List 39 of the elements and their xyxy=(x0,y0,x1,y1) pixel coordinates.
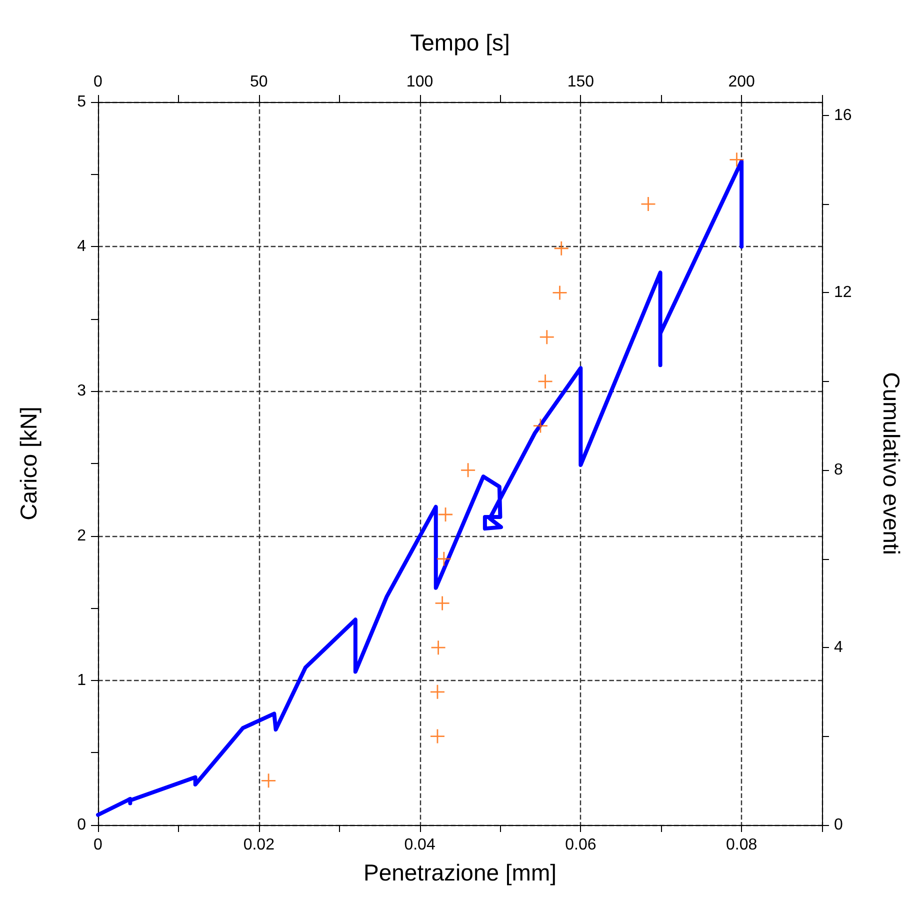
y2-axis-title: Cumulativo eventi xyxy=(878,372,904,555)
point xyxy=(430,684,444,699)
point xyxy=(435,596,450,610)
y-tick-label: 4 xyxy=(77,238,86,256)
y-tick-label: 5 xyxy=(77,94,86,110)
x-tick-label: 0.06 xyxy=(565,836,596,854)
point xyxy=(730,152,744,167)
point xyxy=(538,374,552,388)
point xyxy=(436,552,451,566)
y-tick-label: 1 xyxy=(77,672,86,689)
point xyxy=(552,286,567,300)
y2-tick-label: 8 xyxy=(834,462,843,479)
y-tick-label: 3 xyxy=(77,382,86,400)
point xyxy=(262,774,276,788)
x2-tick-label: 150 xyxy=(567,74,594,90)
x-axis-title: Penetrazione [mm] xyxy=(363,860,557,886)
point xyxy=(430,729,444,744)
x2-axis-title: Tempo [s] xyxy=(410,30,510,56)
y2-tick-label: 16 xyxy=(834,106,852,124)
y2-tick-label: 4 xyxy=(834,639,843,656)
point xyxy=(533,418,548,433)
point xyxy=(540,330,554,344)
x2-tick-label: 50 xyxy=(250,74,268,90)
y-tick-label: 0 xyxy=(77,816,86,834)
y2-tick-label: 0 xyxy=(834,816,843,834)
point xyxy=(641,197,656,212)
x-tick-label: 0.08 xyxy=(726,836,758,854)
y-axis-title: Carico [kN] xyxy=(16,406,42,520)
x-tick-label: 0 xyxy=(94,836,103,854)
x-tick-label: 0.02 xyxy=(243,836,275,854)
x2-tick-label: 0 xyxy=(94,74,103,90)
y-tick-label: 2 xyxy=(77,527,86,544)
x-tick-label: 0.04 xyxy=(404,836,436,854)
x2-tick-label: 100 xyxy=(406,74,434,90)
x2-tick-label: 200 xyxy=(728,74,755,90)
point xyxy=(431,640,446,655)
point xyxy=(461,463,476,478)
point xyxy=(554,241,568,256)
y2-tick-label: 12 xyxy=(834,284,852,302)
